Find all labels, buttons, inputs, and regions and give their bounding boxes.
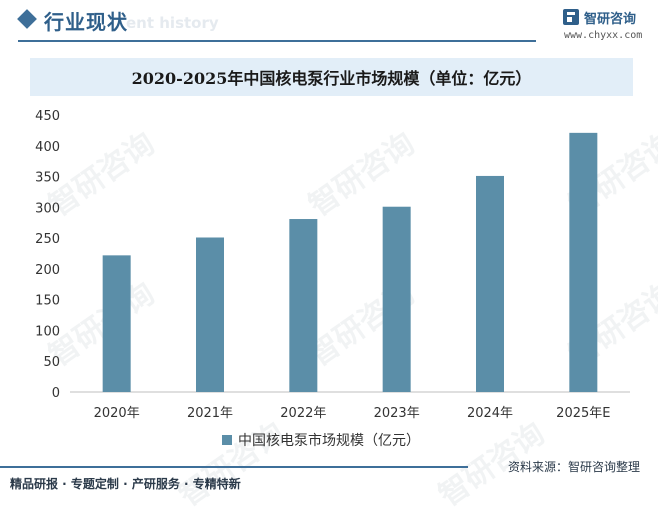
y-tick-label: 250 xyxy=(35,232,60,247)
legend-label: 中国核电泵市场规模（亿元） xyxy=(238,433,420,449)
x-tick-label: 2022年 xyxy=(280,406,326,421)
bar xyxy=(382,206,411,392)
x-tick-label: 2025年E xyxy=(556,406,610,421)
legend: 中国核电泵市场规模（亿元） xyxy=(222,430,420,450)
y-tick-label: 350 xyxy=(35,171,60,186)
footer-divider xyxy=(0,466,468,468)
footer-tagline: 精品研报 · 专题定制 · 产研服务 · 专精特新 xyxy=(10,477,241,491)
x-tick-label: 2021年 xyxy=(187,406,233,421)
brand-url: www.chyxx.com xyxy=(564,30,643,41)
y-tick-label: 400 xyxy=(35,140,60,155)
brand-logo-icon xyxy=(563,9,579,25)
x-tick-label: 2020年 xyxy=(94,406,140,421)
bar xyxy=(102,255,131,392)
y-tick-label: 150 xyxy=(35,294,60,309)
brand-name: 智研咨询 xyxy=(584,12,637,27)
chart-title-box: 2020-2025年中国核电泵行业市场规模（单位：亿元） xyxy=(30,58,633,96)
header-divider xyxy=(18,40,536,42)
y-tick-label: 450 xyxy=(35,109,60,124)
bar-chart: 0 50 100 150 200 250 300 350 400 450 2020年 2021年 202… xyxy=(35,109,630,421)
legend-swatch xyxy=(222,435,232,445)
y-tick-label: 300 xyxy=(35,201,60,216)
x-tick-label: 2023年 xyxy=(374,406,420,421)
bar xyxy=(289,219,318,392)
y-tick-label: 50 xyxy=(43,355,60,370)
bar xyxy=(569,132,598,392)
source-note: 资料来源：智研咨询整理 xyxy=(508,460,641,474)
y-tick-label: 100 xyxy=(35,324,60,339)
section-ghost-text: ent history xyxy=(126,14,219,32)
y-tick-label: 0 xyxy=(52,386,60,401)
x-tick-label: 2024年 xyxy=(467,406,513,421)
y-tick-label: 200 xyxy=(35,263,60,278)
bar xyxy=(476,175,504,392)
section-title: 行业现状 xyxy=(44,10,128,34)
bar xyxy=(196,237,224,392)
header: 行业现状 ent history 智研咨询 www.chyxx.com xyxy=(0,0,658,44)
chart-title: 2020-2025年中国核电泵行业市场规模（单位：亿元） xyxy=(131,69,532,88)
